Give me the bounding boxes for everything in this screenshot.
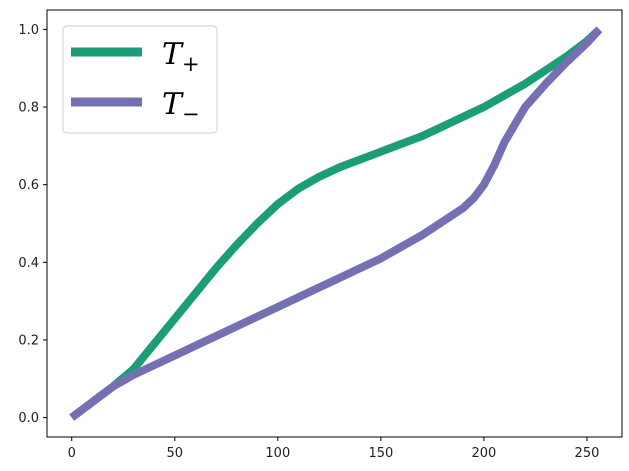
- plot-area-frame: [46, 9, 623, 438]
- series-layer: [69, 26, 603, 421]
- legend-label-t-minus-subscript: −: [182, 102, 200, 126]
- x-tick-label: 0: [68, 446, 76, 461]
- series-line-t-minus: [69, 26, 603, 421]
- x-axis: 0 50 100 150 200 250: [68, 437, 600, 461]
- x-tick-label: 100: [265, 446, 290, 461]
- legend-label-t-plus: T+: [162, 37, 200, 76]
- y-axis: 0.0 0.2 0.4 0.6 0.8 1.0: [18, 23, 47, 426]
- y-tick-label: 1.0: [18, 23, 39, 38]
- series-line-t-plus: [69, 26, 603, 421]
- legend-label-t-minus-main: T: [162, 87, 184, 122]
- legend: T+ T−: [62, 25, 218, 134]
- y-tick-label: 0.2: [18, 333, 39, 348]
- legend-label-t-minus: T−: [162, 87, 200, 126]
- legend-label-t-plus-subscript: +: [182, 52, 200, 76]
- legend-label-t-plus-main: T: [162, 37, 184, 72]
- y-tick-label: 0.8: [18, 101, 39, 116]
- y-tick-label: 0.6: [18, 178, 39, 193]
- y-tick-label: 0.4: [18, 256, 39, 271]
- y-tick-label: 0.0: [18, 411, 39, 426]
- x-tick-label: 50: [167, 446, 184, 461]
- x-tick-label: 200: [472, 446, 497, 461]
- x-tick-label: 250: [575, 446, 600, 461]
- x-tick-label: 150: [368, 446, 393, 461]
